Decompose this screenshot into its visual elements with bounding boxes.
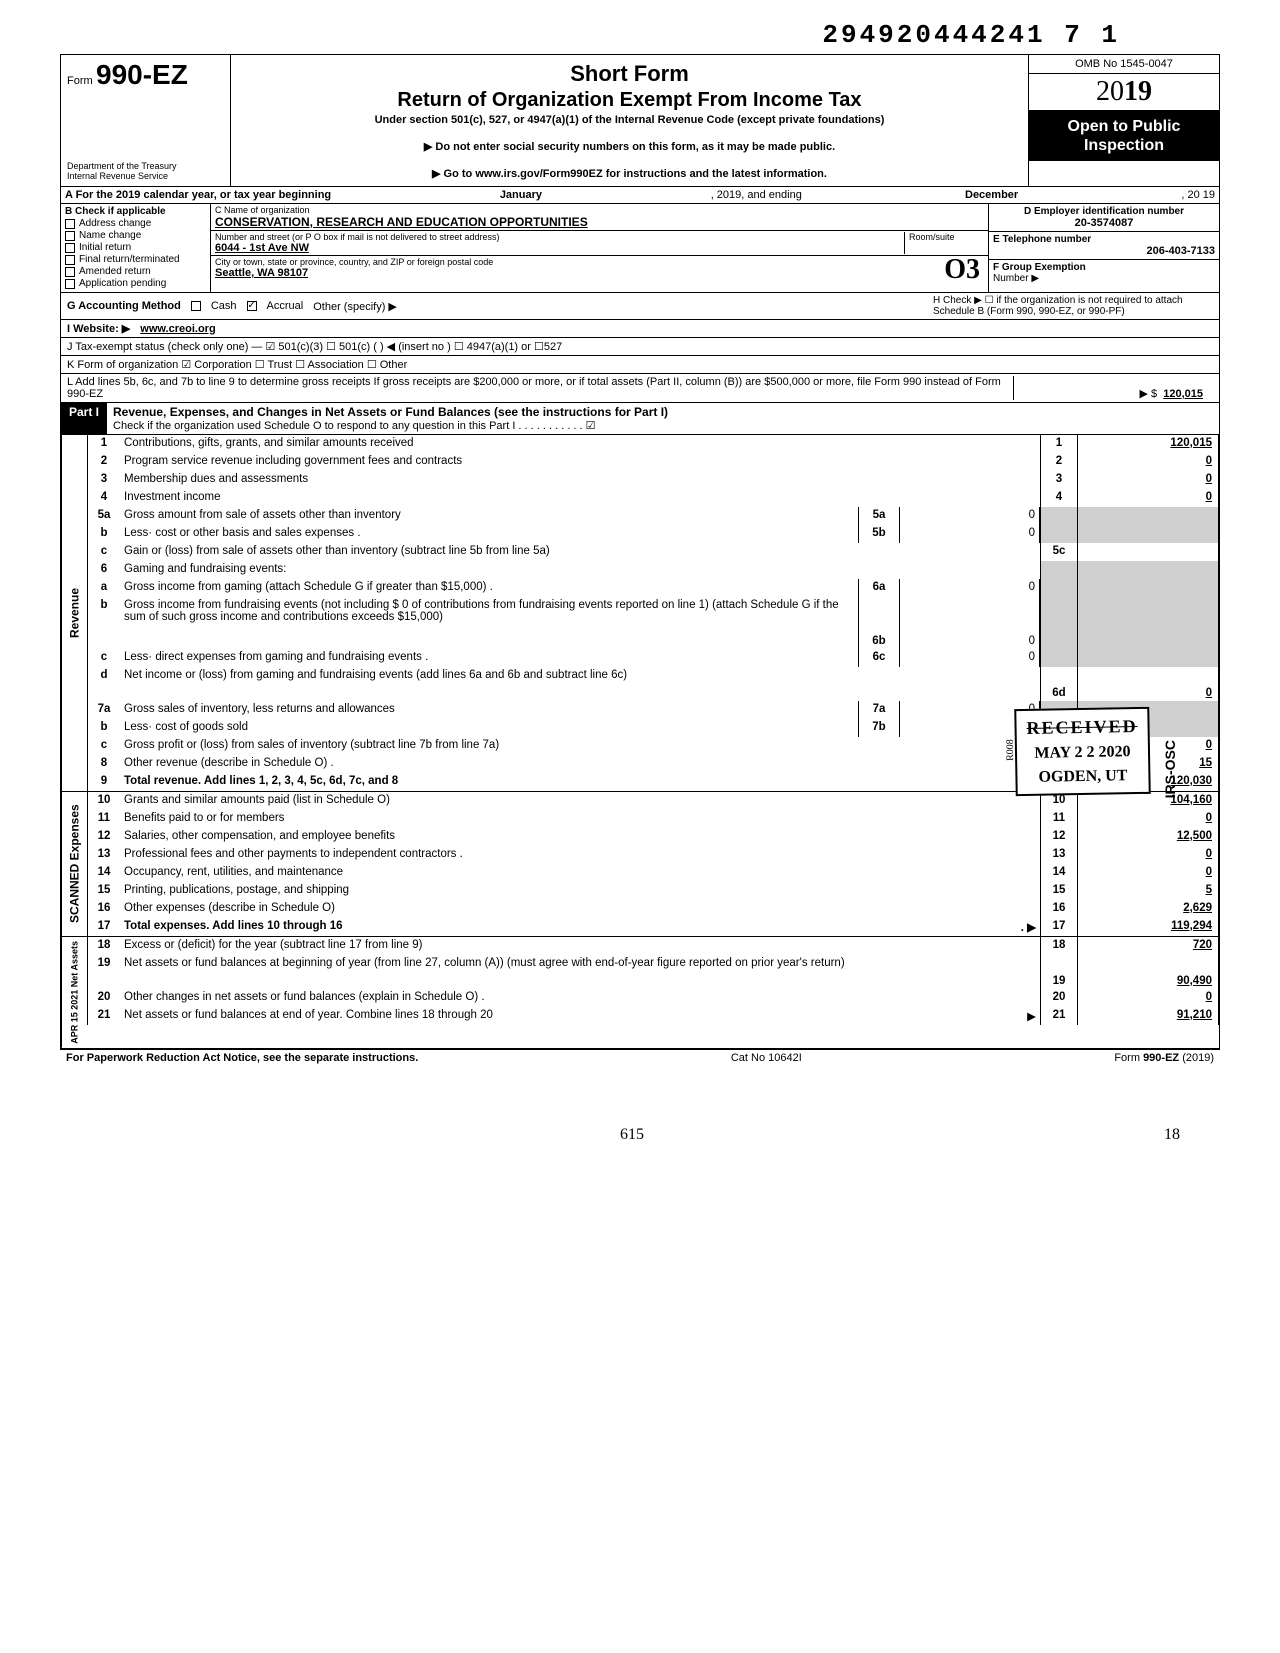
row-k-form-org: K Form of organization ☑ Corporation ☐ T…	[60, 356, 1220, 374]
row-h: H Check ▶ ☐ if the organization is not r…	[933, 295, 1213, 317]
sidebar-revenue: Revenue	[61, 435, 87, 791]
subtitle: Under section 501(c), 527, or 4947(a)(1)…	[241, 114, 1018, 126]
form-990ez-page: 294920444241 7 1 Form 990-EZ Department …	[60, 20, 1220, 1144]
net-assets-eoy: 91,210	[1078, 1007, 1218, 1025]
sidebar-net-assets: APR 15 2021 Net Assets	[61, 937, 87, 1048]
form-header: Form 990-EZ Department of the Treasury I…	[60, 54, 1220, 187]
city-state-zip: Seattle, WA 98107	[215, 267, 984, 279]
received-stamp: RECEIVED MAY 2 2 2020 OGDEN, UT R008	[1014, 707, 1151, 796]
row-l-gross-receipts: L Add lines 5b, 6c, and 7b to line 9 to …	[60, 374, 1220, 403]
row-i-website: I Website: ▶ www.creoi.org	[60, 320, 1220, 338]
chk-final-return[interactable]	[65, 255, 75, 265]
section-d-e-f: D Employer identification number 20-3574…	[989, 204, 1219, 292]
tax-year: 2019	[1029, 74, 1219, 111]
org-name: CONSERVATION, RESEARCH AND EDUCATION OPP…	[215, 215, 984, 229]
omb-number: OMB No 1545-0047	[1029, 55, 1219, 74]
row-j-tax-status: J Tax-exempt status (check only one) — ☑…	[60, 338, 1220, 356]
ein: 20-3574087	[993, 217, 1215, 229]
part-1-header: Part I Revenue, Expenses, and Changes in…	[60, 403, 1220, 435]
chk-cash[interactable]	[191, 301, 201, 311]
goto-line: ▶ Go to www.irs.gov/Form990EZ for instru…	[241, 167, 1018, 180]
chk-initial-return[interactable]	[65, 243, 75, 253]
gross-receipts: 120,015	[1163, 388, 1213, 400]
chk-amended[interactable]	[65, 267, 75, 277]
sidebar-expenses: SCANNED Expenses	[61, 792, 87, 936]
form-prefix: Form	[67, 75, 93, 87]
section-b-checkboxes: B Check if applicable Address change Nam…	[61, 204, 211, 292]
phone: 206-403-7133	[993, 245, 1215, 257]
section-c-org-info: C Name of organization CONSERVATION, RES…	[211, 204, 989, 292]
header-left: Form 990-EZ Department of the Treasury I…	[61, 55, 231, 186]
chk-accrual[interactable]	[247, 301, 257, 311]
row-a-tax-year: A For the 2019 calendar year, or tax yea…	[60, 187, 1220, 204]
irs-osc-stamp: IRS-OSC	[1162, 740, 1178, 798]
page-footer: For Paperwork Reduction Act Notice, see …	[60, 1049, 1220, 1066]
form-number: 990-EZ	[96, 59, 188, 90]
return-title: Return of Organization Exempt From Incom…	[241, 89, 1018, 112]
street-address: 6044 - 1st Ave NW	[215, 242, 904, 254]
short-form-title: Short Form	[241, 61, 1018, 87]
handwritten-notes: 615 18	[60, 1126, 1220, 1144]
open-public-badge: Open to Public Inspection	[1029, 111, 1219, 161]
ssn-warning: ▶ Do not enter social security numbers o…	[241, 140, 1018, 153]
entity-info-grid: B Check if applicable Address change Nam…	[60, 204, 1220, 293]
o3-stamp: O3	[944, 254, 980, 286]
line1-val: 120,015	[1078, 435, 1218, 453]
website: www.creoi.org	[140, 323, 215, 335]
chk-name-change[interactable]	[65, 231, 75, 241]
dln-number: 294920444241 7 1	[60, 20, 1220, 50]
chk-pending[interactable]	[65, 279, 75, 289]
header-center: Short Form Return of Organization Exempt…	[231, 55, 1029, 186]
dept-treasury: Department of the Treasury Internal Reve…	[67, 162, 224, 182]
total-expenses: 119,294	[1078, 918, 1218, 936]
chk-address-change[interactable]	[65, 219, 75, 229]
header-right: OMB No 1545-0047 2019 Open to Public Ins…	[1029, 55, 1219, 186]
row-g-accounting: G Accounting Method Cash Accrual Other (…	[60, 293, 1220, 320]
